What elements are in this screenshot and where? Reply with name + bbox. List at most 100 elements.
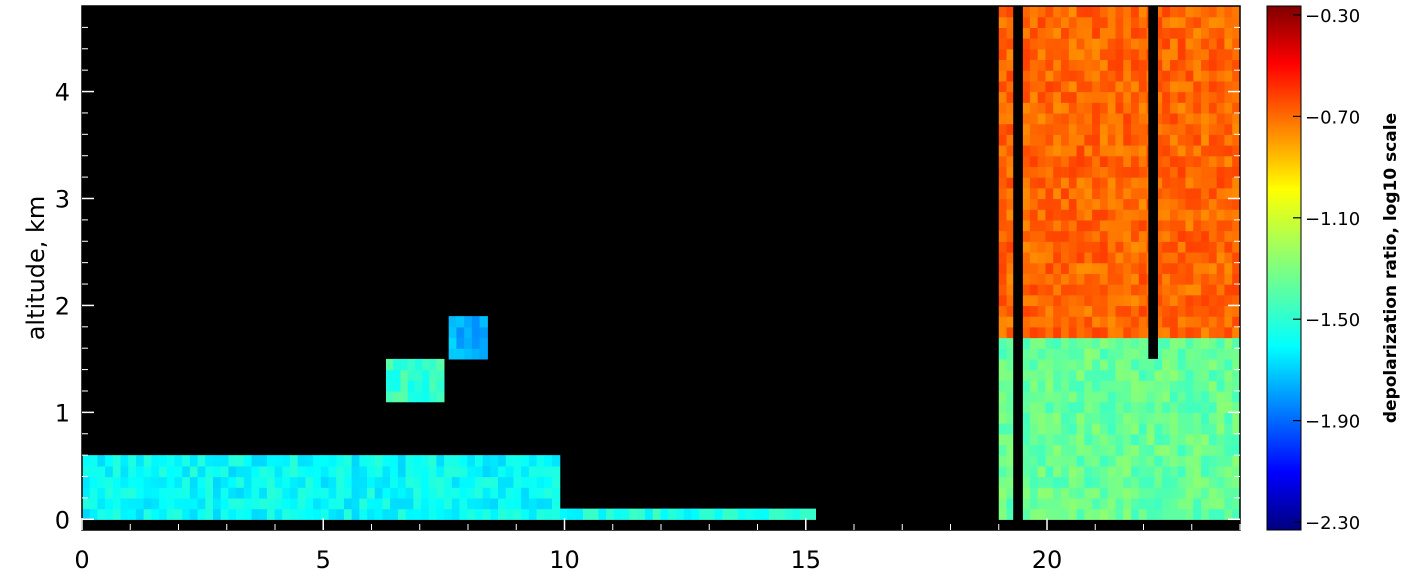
heatmap-cell [1154, 273, 1163, 285]
heatmap-cell [1115, 187, 1124, 200]
heatmap-cell [1053, 423, 1062, 435]
heatmap-cell [1232, 294, 1240, 307]
heatmap-cell [1131, 155, 1140, 168]
heatmap-cell [220, 476, 229, 488]
heatmap-cell [528, 487, 538, 499]
heatmap-cell [112, 455, 122, 467]
heatmap-cell [1162, 433, 1171, 446]
heatmap-cell [413, 497, 422, 510]
heatmap-cell [1099, 316, 1109, 328]
heatmap-cell [536, 487, 545, 499]
heatmap-cell [714, 508, 724, 520]
heatmap-cell [1138, 198, 1148, 210]
heatmap-cell [1123, 444, 1132, 456]
heatmap-cell [1006, 316, 1015, 328]
heatmap-cell [1131, 123, 1140, 135]
heatmap-cell [1061, 198, 1070, 210]
heatmap-cell [1232, 497, 1240, 510]
heatmap-cell [1092, 123, 1101, 135]
heatmap-cell [1092, 273, 1101, 285]
heatmap-cell [1169, 358, 1179, 371]
heatmap-cell [1076, 177, 1085, 189]
heatmap-cell [1177, 412, 1187, 424]
heatmap-cell [1201, 112, 1210, 125]
heatmap-cell [1138, 337, 1148, 349]
heatmap-cell [1099, 177, 1109, 189]
heatmap-cell [490, 465, 499, 478]
heatmap-cell [1224, 348, 1233, 360]
heatmap-cell [490, 508, 499, 520]
heatmap-cell [1037, 433, 1047, 446]
heatmap-cell [1068, 423, 1078, 435]
heatmap-cell [259, 455, 268, 467]
heatmap-cell [1068, 497, 1078, 510]
heatmap-cell [1131, 273, 1140, 285]
heatmap-cell [1115, 433, 1124, 446]
heatmap-cell [998, 358, 1008, 371]
heatmap-cell [89, 497, 99, 510]
heatmap-cell [105, 487, 114, 499]
heatmap-cell [1068, 6, 1078, 18]
heatmap-cell [582, 508, 592, 520]
heatmap-cell [1006, 358, 1015, 371]
heatmap-cell [367, 455, 376, 467]
x-tick-label: 0 [74, 546, 89, 574]
heatmap-cell [1029, 380, 1039, 392]
heatmap-cell [1123, 390, 1132, 403]
heatmap-cell [1193, 412, 1202, 424]
heatmap-cell [1162, 305, 1171, 317]
heatmap-cell [1053, 134, 1062, 146]
heatmap-cell [1084, 305, 1093, 317]
heatmap-cell [1224, 423, 1233, 435]
heatmap-cell [482, 465, 491, 478]
heatmap-cell [1232, 112, 1240, 125]
heatmap-cell [343, 476, 353, 488]
heatmap-cell [1162, 48, 1171, 61]
heatmap-cell [1068, 145, 1078, 157]
heatmap-cell [1138, 401, 1148, 413]
heatmap-cell [1138, 348, 1148, 360]
heatmap-cell [1092, 177, 1101, 189]
heatmap-cell [1162, 251, 1171, 264]
heatmap-cell [1201, 476, 1210, 488]
heatmap-cell [128, 508, 137, 520]
heatmap-cell [1232, 316, 1240, 328]
heatmap-cell [536, 508, 545, 520]
heatmap-cell [1216, 358, 1226, 371]
heatmap-cell [1201, 380, 1210, 392]
heatmap-cell [1216, 455, 1226, 467]
heatmap-cell [1115, 230, 1124, 242]
heatmap-cell [1131, 177, 1140, 189]
heatmap-cell [1029, 465, 1039, 478]
heatmap-cell [1201, 262, 1210, 274]
heatmap-cell [1107, 48, 1117, 61]
heatmap-cell [1092, 48, 1101, 61]
heatmap-cell [1169, 412, 1179, 424]
heatmap-cell [82, 476, 91, 488]
heatmap-cell [1029, 412, 1039, 424]
heatmap-cell [1029, 305, 1039, 317]
heatmap-cell [1169, 134, 1179, 146]
heatmap-cell [1216, 444, 1226, 456]
heatmap-cell [513, 476, 522, 488]
heatmap-cell [151, 455, 160, 467]
heatmap-cell [1154, 326, 1163, 339]
heatmap-cell [1092, 187, 1101, 200]
heatmap-cell [1177, 198, 1187, 210]
heatmap-cell [1068, 294, 1078, 307]
heatmap-cell [120, 465, 129, 478]
heatmap-cell [1232, 209, 1240, 221]
heatmap-cell [1076, 401, 1085, 413]
heatmap-cell [1107, 476, 1117, 488]
heatmap-cell [1022, 6, 1031, 18]
heatmap-cell [1115, 59, 1124, 71]
heatmap-cell [1076, 70, 1085, 82]
heatmap-cell [320, 487, 330, 499]
heatmap-cell [1076, 262, 1085, 274]
heatmap-cell [1185, 241, 1194, 253]
heatmap-cell [1022, 155, 1031, 168]
heatmap-cell [1053, 465, 1062, 478]
heatmap-cell [1099, 412, 1109, 424]
heatmap-cell [998, 390, 1008, 403]
heatmap-cell [1123, 102, 1132, 114]
